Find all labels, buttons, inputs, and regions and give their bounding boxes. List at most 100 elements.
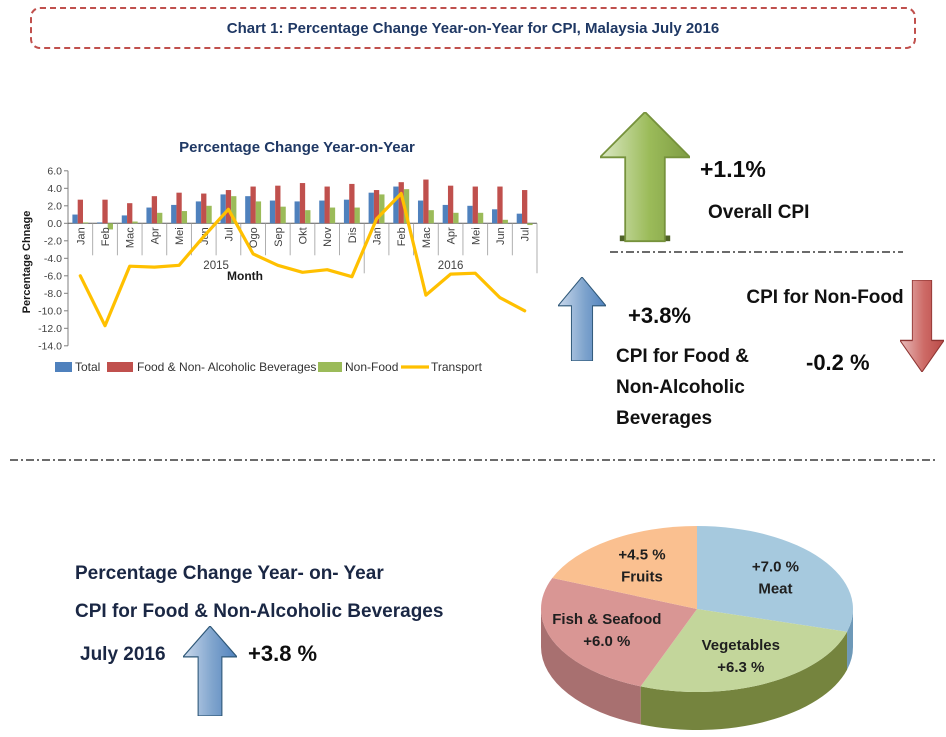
chart-title-box: Chart 1: Percentage Change Year-on-Year … [30,7,916,49]
x-tick-label: Mei [470,227,482,245]
pie-slice-side [541,609,641,725]
bar-total [121,215,128,224]
bar-food-non-alcoholic-beverages [225,190,232,224]
legend-label: Food & Non- Alcoholic Beverages [137,360,316,374]
x-tick-label: Apr [149,227,161,244]
bar-total [195,201,202,224]
y-tick-label: 0.0 [47,218,62,230]
bar-non-food [354,207,360,224]
bar-non-food [477,212,484,224]
pie-slice-meat [697,526,853,632]
y-tick-label: -8.0 [44,288,62,300]
bar-non-food [305,210,311,224]
pie-label: Meat [758,580,792,597]
bar-total [97,222,103,224]
bar-food-non-alcoholic-beverages [349,183,355,224]
x-tick-label: Feb [396,227,408,246]
y-tick-label: -14.0 [38,340,62,352]
bottom-date: July 2016 [80,644,166,665]
bar-total [393,186,399,224]
separator-line-full [10,459,937,461]
pie-slice-side [640,631,848,731]
x-tick-label: Ogo [248,227,260,248]
bar-food-non-alcoholic-beverages [299,183,306,224]
bar-total [146,207,152,224]
pie-label: +6.3 % [717,659,764,676]
x-tick-label: Mei [174,227,186,245]
page-title: Chart 1: Percentage Change Year-on-Year … [226,19,720,37]
nonfood-cpi-label: CPI for Non-Food [746,287,904,308]
combo-chart: Percentage Change Year-on-Year Percentage… [21,139,538,374]
pie-slice-vegetables [640,609,848,693]
y-tick-label: -4.0 [44,253,62,265]
bar-non-food [157,212,163,224]
bar-food-non-alcoholic-beverages [176,192,182,224]
x-tick-label: Sep [273,227,285,247]
x-tick-label: Feb [100,227,112,246]
bar-total [417,200,424,224]
legend-label: Total [75,360,100,374]
bar-food-non-alcoholic-beverages [398,182,404,224]
x-tick-label: Jul [520,227,532,241]
up-arrow-blue-icon [558,277,606,361]
up-arrow-green-icon [600,112,690,243]
bar-food-non-alcoholic-beverages [77,199,83,224]
bar-food-non-alcoholic-beverages [275,185,281,224]
x-tick-label: Mac [125,227,137,248]
overall-cpi-label: Overall CPI [708,202,810,223]
bar-food-non-alcoholic-beverages [250,186,256,224]
pie-slice-fish-seafood [540,578,697,687]
bar-food-non-alcoholic-beverages [127,203,133,224]
bar-total [467,205,473,224]
x-tick-label: Mac [421,227,433,248]
pie-label: +4.5 % [618,547,665,564]
bar-non-food [527,223,533,226]
bar-total [492,209,498,224]
bar-total [343,199,350,224]
y-tick-label: -10.0 [38,305,62,317]
bar-non-food [428,210,434,224]
x-tick-label: Apr [446,227,458,244]
pie-slice-fruits [552,526,697,609]
year-group-label: 2016 [438,260,464,272]
bar-non-food [255,201,262,224]
y-tick-label: 4.0 [47,183,62,195]
overall-cpi-value: +1.1% [700,156,766,182]
bar-non-food [453,212,459,224]
down-arrow-red-icon [900,280,944,372]
legend-swatch [318,362,342,372]
bar-food-non-alcoholic-beverages [102,199,108,224]
bar-food-non-alcoholic-beverages [373,190,380,224]
bar-total [220,194,226,224]
pie-label: Fruits [621,569,663,586]
bar-total [319,200,325,224]
bar-total [294,201,300,224]
y-tick-label: 6.0 [47,165,62,177]
transport-line [78,191,527,328]
bar-non-food [107,223,113,230]
x-tick-label: Jun [495,227,507,245]
bar-non-food [329,207,336,224]
pie-label: +7.0 % [752,558,799,575]
bottom-heading-2: CPI for Food & Non-Alcoholic Beverages [75,601,444,622]
bar-food-non-alcoholic-beverages [324,186,330,224]
separator-line-right [610,251,903,253]
x-axis-label: Month [227,269,263,283]
combo-chart-title: Percentage Change Year-on-Year [179,139,415,156]
pie-slice-side [847,609,853,670]
bar-total [368,192,374,224]
bottom-heading-1: Percentage Change Year- on- Year [75,563,384,584]
pie-label: +6.0 % [583,633,630,650]
year-group-label: 2015 [203,260,229,272]
x-tick-label: Nov [322,227,334,247]
y-tick-label: -12.0 [38,323,62,335]
bar-total [171,204,177,224]
bar-non-food [206,205,212,224]
x-tick-label: Okt [298,227,310,244]
food-cpi-label: CPI for Food & Non-Alcoholic Beverages [616,346,749,429]
bar-non-food [280,206,286,224]
legend-swatch [55,362,72,372]
x-tick-label: Jul [223,227,235,241]
bar-total [72,214,78,224]
